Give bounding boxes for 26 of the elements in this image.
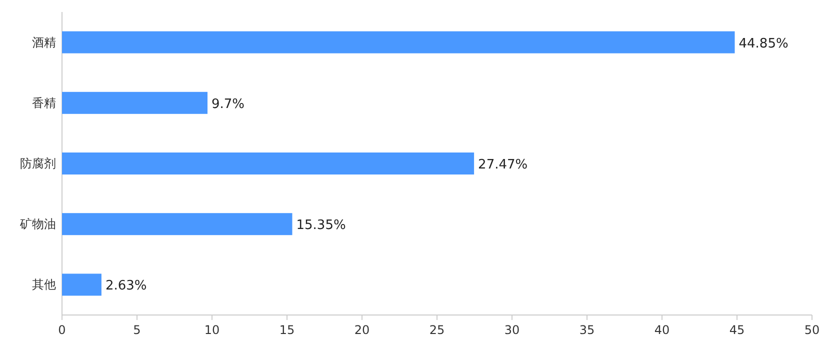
x-tick-label: 0 — [58, 323, 66, 337]
x-tick-label: 50 — [804, 323, 820, 337]
data-label: 9.7% — [212, 96, 245, 112]
y-tick-label: 防腐剂 — [20, 156, 56, 170]
y-tick-label: 其他 — [32, 278, 56, 292]
x-tick-label: 15 — [279, 323, 295, 337]
bar — [62, 213, 292, 236]
y-tick-label: 矿物油 — [19, 217, 56, 232]
bar — [62, 92, 208, 114]
data-label: 27.47% — [478, 158, 528, 172]
y-tick-label: 香精 — [32, 96, 56, 110]
y-tick-label: 酒精 — [32, 35, 56, 50]
bar — [62, 152, 474, 174]
x-tick-label: 45 — [729, 323, 745, 337]
x-tick-label: 20 — [354, 323, 370, 337]
data-label: 15.35% — [296, 218, 346, 234]
data-label: 2.63% — [105, 278, 147, 294]
x-tick-label: 5 — [133, 323, 141, 337]
x-tick-label: 25 — [429, 323, 445, 337]
bar — [62, 31, 735, 54]
x-tick-label: 10 — [204, 323, 220, 337]
x-tick-label: 35 — [579, 323, 595, 337]
x-tick-label: 30 — [504, 323, 520, 337]
bar — [62, 274, 102, 296]
x-tick-label: 40 — [654, 323, 670, 337]
data-label: 44.85% — [738, 36, 788, 52]
